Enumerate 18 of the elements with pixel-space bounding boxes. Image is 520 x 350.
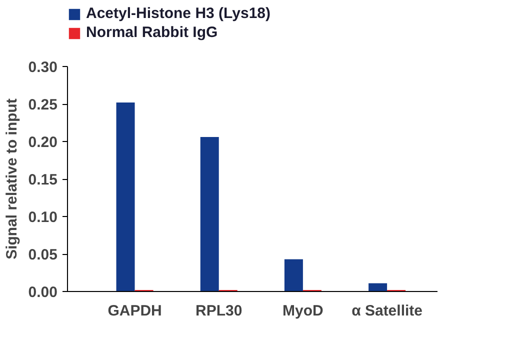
legend-label: Normal Rabbit IgG — [86, 24, 218, 41]
bar — [200, 137, 219, 292]
legend-label: Acetyl-Histone H3 (Lys18) — [86, 5, 270, 22]
y-tick-label: 0.00 — [28, 284, 58, 301]
y-tick-label: 0.25 — [28, 96, 58, 114]
x-tick-label: α Satellite — [352, 302, 423, 320]
x-tick-label: RPL30 — [196, 302, 242, 320]
x-tick-label: MyoD — [282, 302, 324, 320]
bar — [368, 283, 388, 292]
bar — [284, 259, 303, 292]
y-tick-label: 0.30 — [28, 59, 58, 76]
y-tick-label: 0.15 — [28, 172, 58, 188]
y-tick-label: 0.20 — [28, 134, 58, 151]
y-axis-title: Signal relative to input — [3, 98, 20, 260]
x-tick-label: GAPDH — [108, 302, 162, 320]
y-tick-label: 0.10 — [28, 209, 58, 226]
bar — [116, 102, 135, 292]
y-tick-label: 0.05 — [28, 246, 58, 264]
